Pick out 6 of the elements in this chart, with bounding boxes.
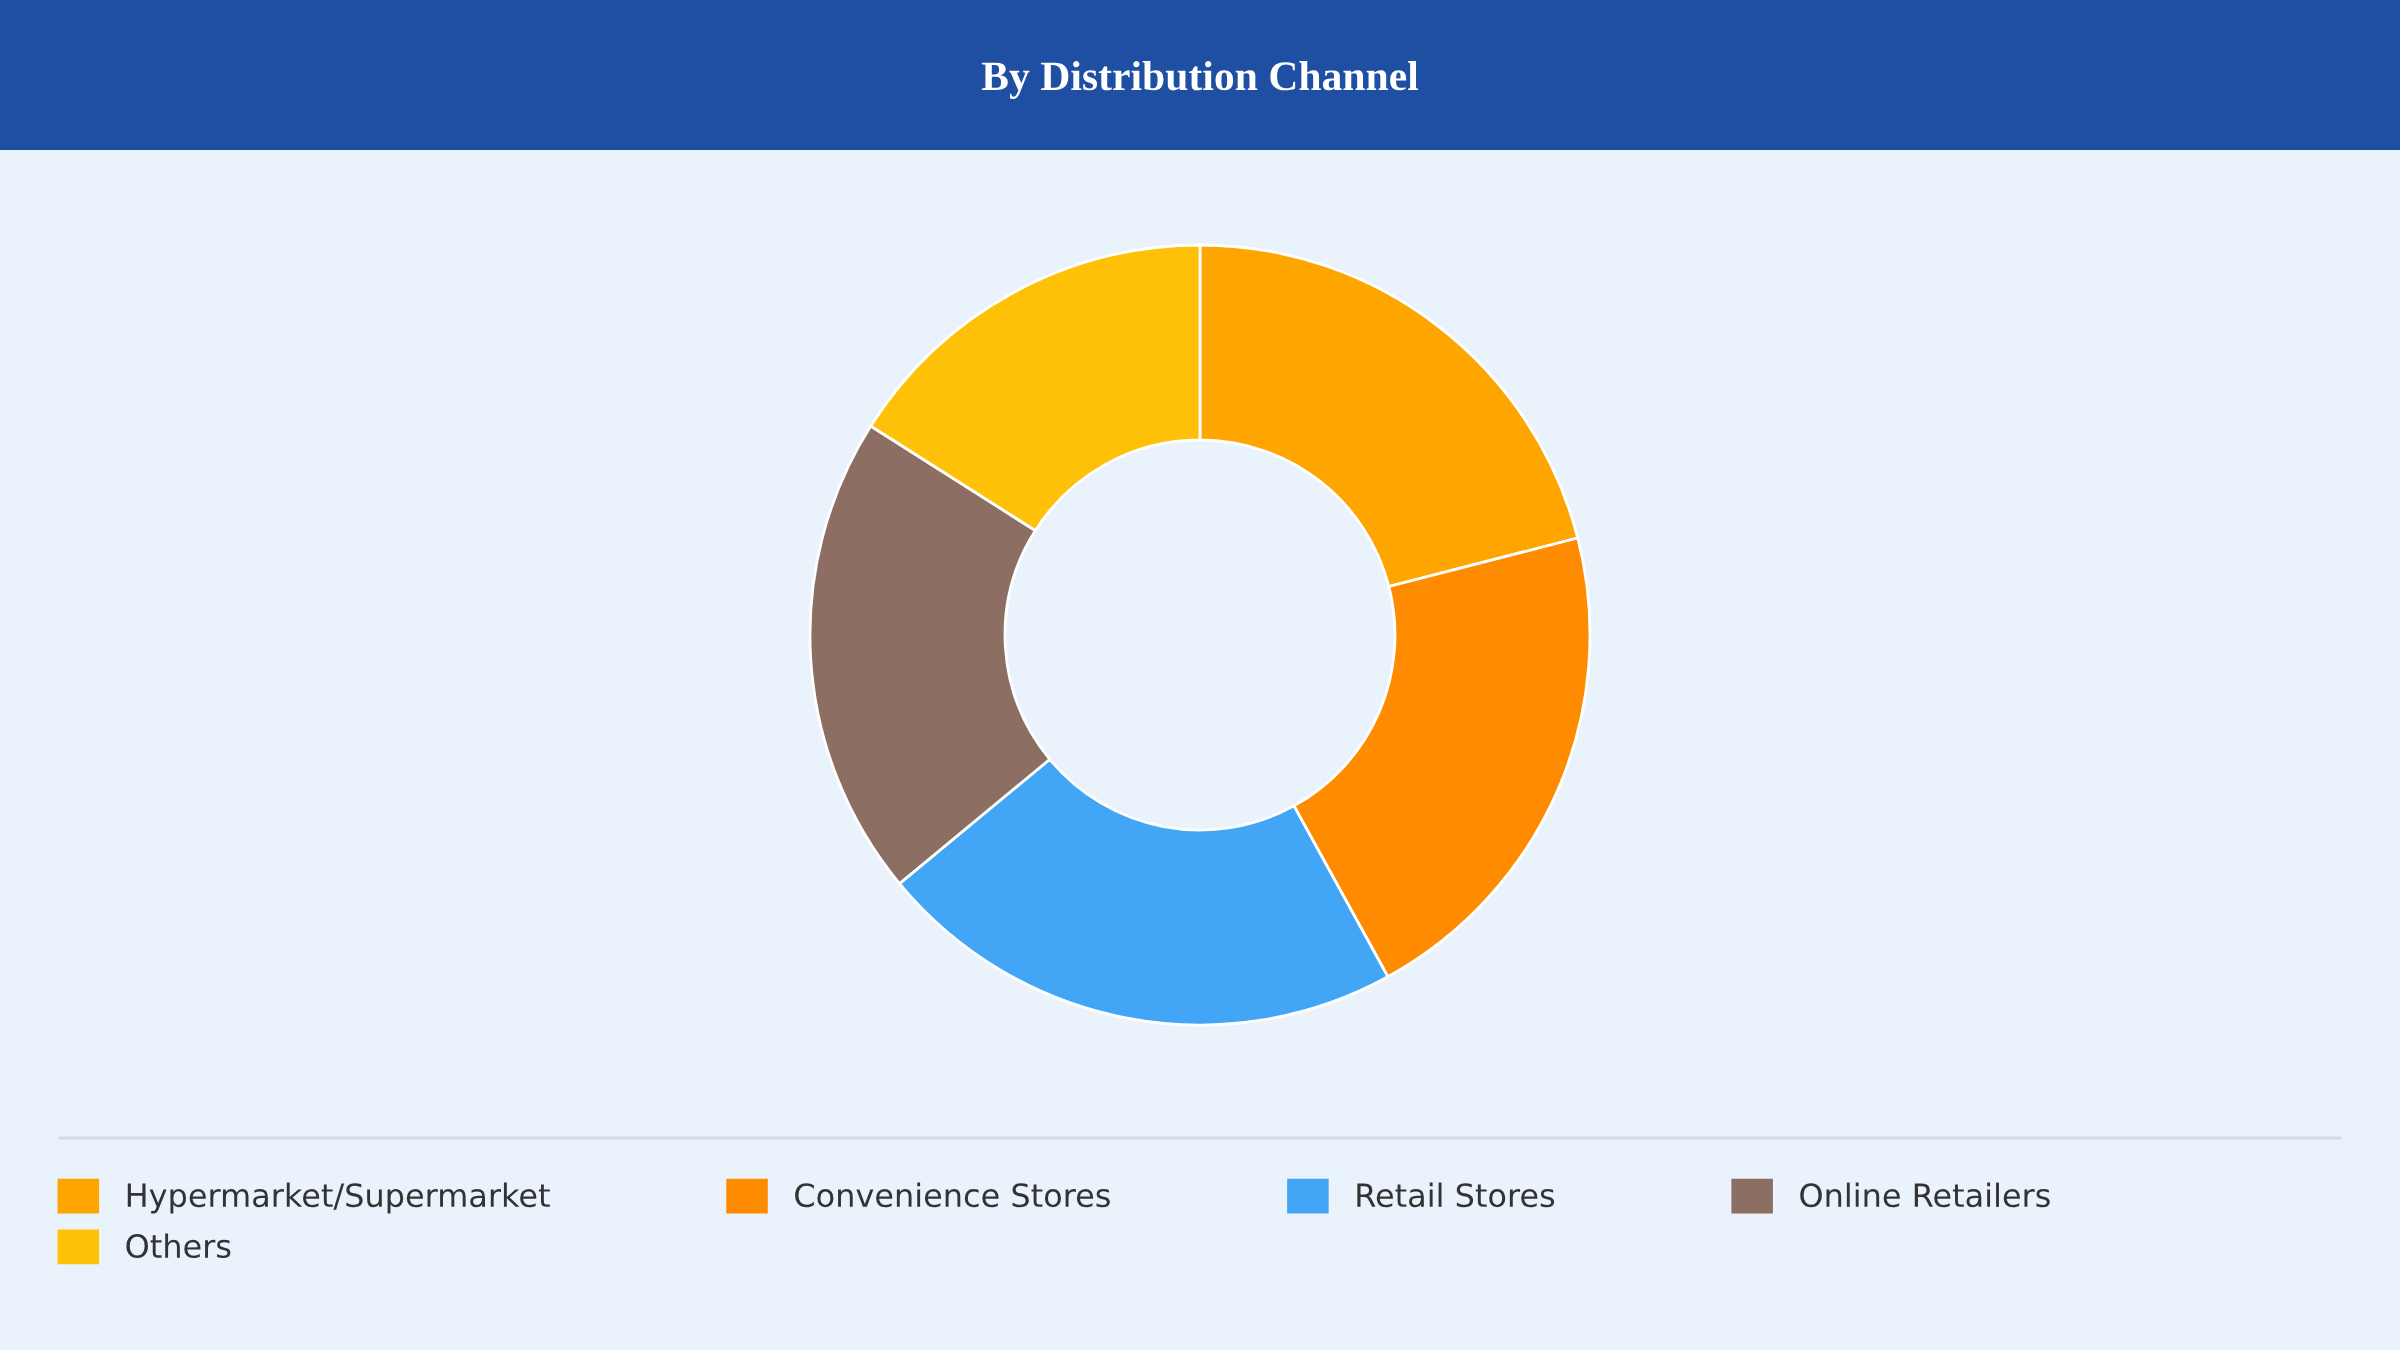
legend-label: Others (126, 1233, 231, 1259)
legend-label: Online Retailers (1800, 1182, 2050, 1208)
legend-label: Convenience Stores (795, 1182, 1110, 1208)
legend-label: Retail Stores (1357, 1182, 1555, 1208)
chart-title: By Distribution Channel (981, 61, 1419, 99)
legend-label: Hypermarket/Supermarket (127, 1182, 550, 1214)
